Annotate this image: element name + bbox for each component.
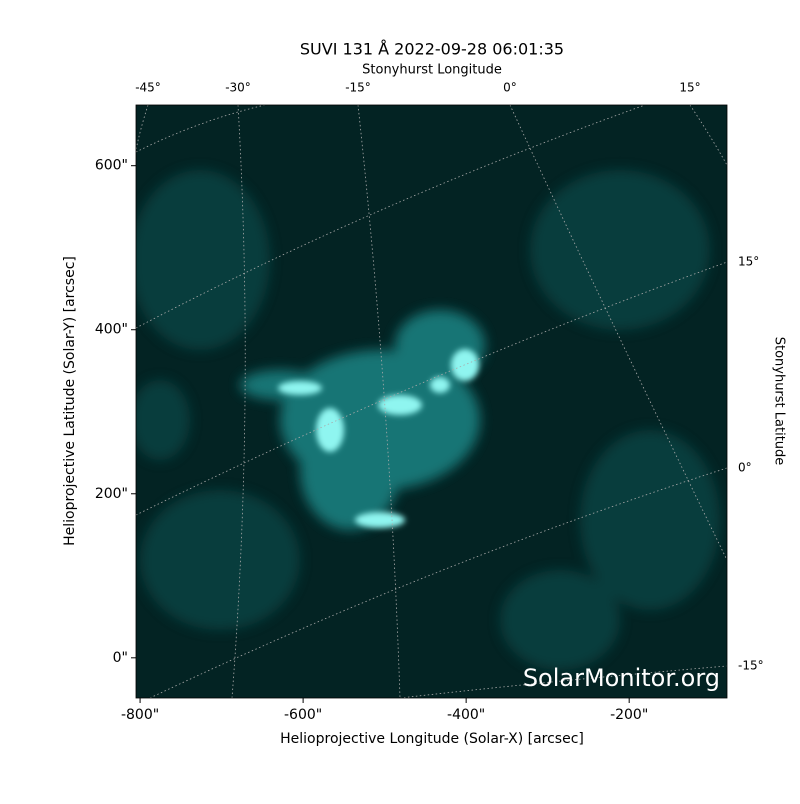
top-tick-label: -45°	[135, 81, 161, 95]
top-tick-label: 0°	[503, 81, 517, 95]
x-tick-label: -800"	[121, 707, 159, 723]
right-tick-label: -15°	[738, 659, 764, 673]
top-tick-label: 15°	[679, 81, 700, 95]
x-tick-label: -400"	[447, 707, 485, 723]
y-axis-label: Helioprojective Latitude (Solar-Y) [arcs…	[62, 256, 78, 546]
coordinate-grid	[136, 105, 727, 698]
y-tick-label: 200"	[95, 486, 128, 502]
top-tick-label: -15°	[345, 81, 371, 95]
y-tick-label: 400"	[95, 322, 128, 338]
right-tick-label: 15°	[738, 255, 759, 269]
x-tick-label: -600"	[284, 707, 322, 723]
right-tick-label: 0°	[738, 461, 752, 475]
plot-frame	[135, 104, 728, 699]
top-tick-label: -30°	[225, 81, 251, 95]
right-axis-label: Stonyhurst Latitude	[772, 337, 787, 466]
top-axis-label: Stonyhurst Longitude	[362, 63, 502, 78]
y-tick-label: 0"	[113, 650, 128, 666]
chart-title: SUVI 131 Å 2022-09-28 06:01:35	[300, 40, 564, 59]
x-tick-label: -200"	[610, 707, 648, 723]
x-axis-label: Helioprojective Longitude (Solar-X) [arc…	[280, 731, 584, 747]
solar-image: SolarMonitor.org	[136, 105, 727, 698]
watermark: SolarMonitor.org	[523, 664, 720, 692]
y-tick-label: 600"	[95, 158, 128, 174]
